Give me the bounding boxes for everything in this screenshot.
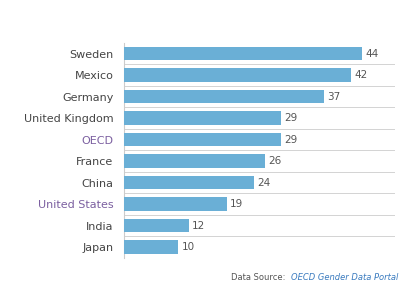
Bar <box>124 198 227 211</box>
Bar <box>124 176 254 189</box>
Text: Data Source:: Data Source: <box>231 272 288 282</box>
Bar <box>124 133 281 146</box>
Text: 19: 19 <box>230 199 243 209</box>
Text: 42: 42 <box>355 70 368 80</box>
Bar <box>124 111 281 125</box>
Text: Women a minority in most parliaments: Women a minority in most parliaments <box>48 13 370 28</box>
Bar <box>124 90 324 103</box>
Text: 10: 10 <box>181 242 194 252</box>
Text: % of parliamentary seats held by women: % of parliamentary seats held by women <box>48 41 263 51</box>
Text: 26: 26 <box>268 156 281 166</box>
Bar <box>124 219 189 232</box>
Text: 12: 12 <box>192 221 205 231</box>
Bar <box>124 47 362 60</box>
Text: 24: 24 <box>257 178 270 188</box>
Text: 44: 44 <box>365 48 379 58</box>
Text: 29: 29 <box>284 113 297 123</box>
Text: OECD Gender Data Portal: OECD Gender Data Portal <box>291 272 399 282</box>
Bar <box>124 241 178 254</box>
Bar <box>124 68 352 82</box>
Text: 37: 37 <box>328 91 341 101</box>
Text: 29: 29 <box>284 135 297 144</box>
Bar <box>124 154 265 168</box>
